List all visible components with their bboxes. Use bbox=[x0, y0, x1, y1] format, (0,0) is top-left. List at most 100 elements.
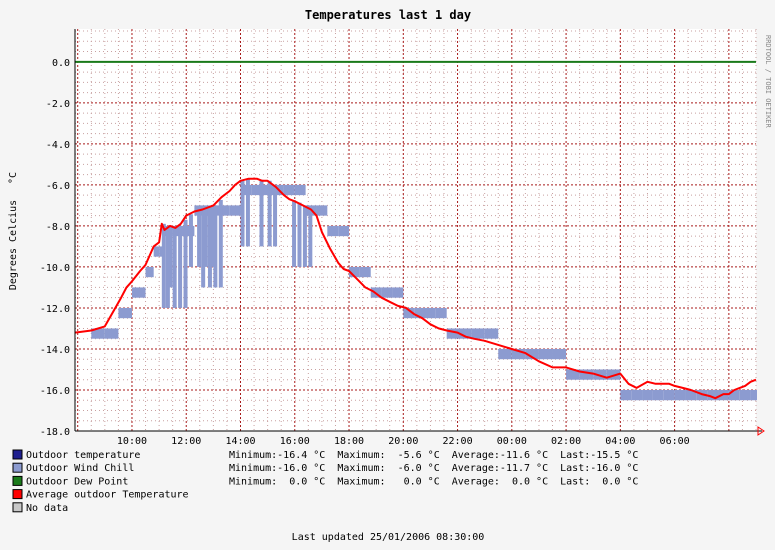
y-tick-label: -8.0 bbox=[46, 222, 70, 233]
wind-chill-band bbox=[471, 328, 485, 339]
wind-chill-band bbox=[153, 246, 160, 257]
wind-chill-gust-bar bbox=[178, 225, 183, 308]
legend-label: Outdoor temperature bbox=[26, 450, 140, 461]
wind-chill-band bbox=[381, 287, 393, 298]
wind-chill-band bbox=[338, 225, 350, 237]
wind-chill-gust-bar bbox=[245, 179, 250, 247]
y-tick-label: -16.0 bbox=[40, 386, 70, 397]
wind-chill-gust-bar bbox=[213, 205, 218, 288]
wind-chill-band bbox=[685, 389, 697, 401]
wind-chill-band bbox=[283, 184, 295, 196]
wind-chill-gust-bar bbox=[210, 206, 215, 267]
y-tick-label: -12.0 bbox=[40, 304, 70, 315]
wind-chill-band bbox=[221, 205, 230, 216]
wind-chill-band bbox=[349, 266, 360, 278]
y-tick-label: -14.0 bbox=[40, 345, 70, 356]
wind-chill-band bbox=[392, 287, 404, 298]
wind-chill-band bbox=[606, 369, 621, 380]
y-tick-label: -18.0 bbox=[40, 427, 70, 438]
wind-chill-band bbox=[593, 369, 607, 380]
y-tick-label: -4.0 bbox=[46, 140, 70, 151]
x-tick-label: 14:00 bbox=[225, 436, 255, 447]
y-axis-label: Degrees Celcius bbox=[8, 200, 19, 290]
wind-chill-gust-bar bbox=[188, 214, 193, 267]
wind-chill-band bbox=[652, 389, 664, 401]
wind-chill-gust-bar bbox=[201, 209, 206, 288]
y-tick-label: 0.0 bbox=[52, 58, 70, 69]
y-tick-label: -10.0 bbox=[40, 263, 70, 274]
wind-chill-gust-bar bbox=[302, 205, 307, 267]
wind-chill-band bbox=[435, 307, 447, 319]
x-tick-label: 04:00 bbox=[605, 436, 635, 447]
wind-chill-band bbox=[229, 205, 241, 216]
legend: Outdoor temperature Minimum:-16.4 °C Maxi… bbox=[12, 449, 638, 514]
wind-chill-gust-bar bbox=[183, 219, 188, 308]
x-tick-label: 20:00 bbox=[388, 436, 418, 447]
average-temperature-line bbox=[74, 177, 757, 400]
wind-chill-band bbox=[424, 307, 436, 319]
wind-chill-band bbox=[359, 266, 371, 278]
legend-label: Outdoor Dew Point bbox=[26, 476, 128, 487]
wind-chill-band bbox=[538, 348, 553, 360]
average-temperature-series bbox=[74, 177, 757, 400]
wind-chill-gust-bar bbox=[273, 184, 278, 247]
wind-chill-band bbox=[251, 184, 263, 196]
legend-label: Average outdoor Temperature bbox=[26, 490, 189, 501]
legend-stats: Minimum:-16.4 °C Maximum: -5.6 °C Averag… bbox=[229, 450, 638, 461]
wind-chill-band bbox=[414, 307, 425, 319]
last-updated: Last updated 25/01/2006 08:30:00 bbox=[292, 532, 485, 543]
wind-chill-band bbox=[674, 389, 686, 401]
wind-chill-band bbox=[104, 328, 119, 339]
wind-chill-gust-bar bbox=[165, 228, 170, 308]
wind-chill-band bbox=[172, 225, 181, 237]
wind-chill-band bbox=[327, 225, 339, 237]
wind-chill-band bbox=[739, 389, 751, 401]
wind-chill-gust-bar bbox=[218, 199, 223, 288]
x-tick-label: 22:00 bbox=[442, 436, 472, 447]
wind-chill-gust-bar bbox=[259, 179, 264, 247]
wind-chill-band bbox=[707, 389, 719, 401]
wind-chill-gust-bar bbox=[240, 180, 245, 247]
x-tick-label: 18:00 bbox=[334, 436, 364, 447]
wind-chill-gust-bar bbox=[308, 208, 313, 267]
legend-swatch bbox=[12, 475, 23, 486]
wind-chill-band bbox=[484, 328, 499, 339]
wind-chill-band bbox=[213, 205, 222, 216]
wind-chill-band bbox=[118, 307, 132, 319]
rrdtool-watermark: RRDTOOL / TOBI OETIKER bbox=[764, 35, 772, 129]
wind-chill-gust-bar bbox=[267, 180, 272, 247]
wind-chill-band bbox=[579, 369, 594, 380]
legend-swatch bbox=[12, 502, 23, 513]
legend-stats: Minimum:-16.0 °C Maximum: -6.0 °C Averag… bbox=[229, 463, 638, 474]
wind-chill-band bbox=[750, 389, 756, 401]
wind-chill-gust-bar bbox=[292, 200, 297, 267]
y-tick-label: -6.0 bbox=[46, 181, 70, 192]
wind-chill-gust-bar bbox=[161, 223, 166, 308]
chart-title: Temperatures last 1 day bbox=[305, 8, 471, 22]
wind-chill-band bbox=[552, 348, 567, 360]
wind-chill-gust-bar bbox=[207, 207, 212, 288]
wind-chill-band bbox=[131, 287, 146, 298]
wind-chill-band bbox=[202, 205, 214, 216]
wind-chill-band bbox=[403, 307, 415, 319]
y-tick-label: -2.0 bbox=[46, 99, 70, 110]
legend-label: No data bbox=[26, 503, 68, 514]
x-axis-arrow bbox=[757, 426, 765, 436]
wind-chill-band bbox=[446, 328, 458, 339]
wind-chill-band bbox=[728, 389, 740, 401]
legend-label: Outdoor Wind Chill bbox=[26, 463, 134, 474]
x-tick-labels: 10:00 12:00 14:00 16:00 18:00 20:00 22:00 00:00… bbox=[117, 436, 690, 447]
legend-swatch bbox=[12, 449, 23, 460]
wind-chill-gust-bar bbox=[297, 202, 302, 267]
x-tick-label: 16:00 bbox=[280, 436, 310, 447]
x-tick-label: 02:00 bbox=[551, 436, 581, 447]
wind-chill-gust-bar bbox=[203, 208, 208, 267]
x-tick-label: 06:00 bbox=[660, 436, 690, 447]
wind-chill-band bbox=[620, 389, 632, 401]
wind-chill-band bbox=[511, 348, 526, 360]
legend-stats: Minimum: 0.0 °C Maximum: 0.0 °C Average:… bbox=[229, 476, 638, 487]
legend-swatch bbox=[12, 489, 23, 500]
wind-chill-band bbox=[631, 389, 643, 401]
wind-chill-band bbox=[756, 389, 757, 401]
